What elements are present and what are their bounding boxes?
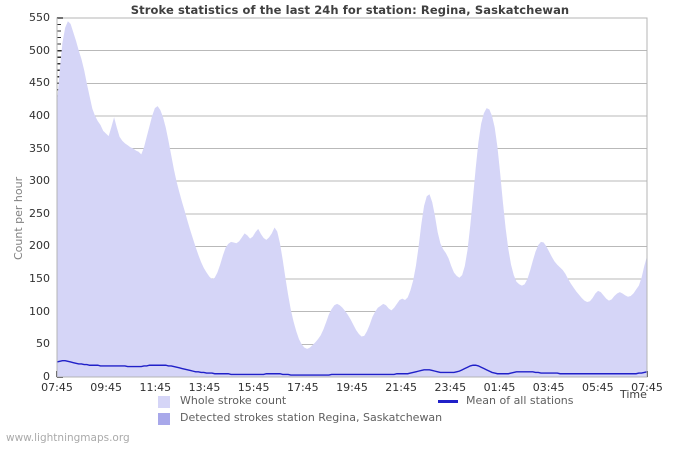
chart-title: Stroke statistics of the last 24h for st… <box>130 3 570 17</box>
y-tick-label: 50 <box>36 337 50 351</box>
x-tick-label: 19:45 <box>336 381 368 394</box>
legend-label: Detected strokes station Regina, Saskatc… <box>180 411 443 424</box>
y-tick-label: 100 <box>29 304 50 318</box>
x-tick-label: 07:45 <box>41 381 73 394</box>
x-tick-label: 15:45 <box>237 381 270 394</box>
x-tick-label: 17:45 <box>286 381 319 394</box>
x-tick-label: 03:45 <box>532 381 565 394</box>
y-tick-label: 300 <box>29 174 50 188</box>
y-tick-label: 400 <box>29 108 50 122</box>
x-tick-label: 13:45 <box>188 381 221 394</box>
x-tick-label: 11:45 <box>139 381 172 394</box>
legend-label: Mean of all stations <box>466 394 574 407</box>
y-tick-label: 550 <box>29 11 50 24</box>
area-series <box>57 21 647 377</box>
legend-swatch <box>158 413 170 425</box>
legend-swatch <box>158 396 170 408</box>
y-tick-label: 350 <box>29 141 50 155</box>
x-tick-label: 23:45 <box>434 381 467 394</box>
legend-label: Whole stroke count <box>180 394 287 407</box>
x-tick-label: 21:45 <box>385 381 417 394</box>
line-series <box>56 359 648 376</box>
data-series <box>56 21 648 377</box>
x-tick-label: 05:45 <box>581 381 614 394</box>
x-axis-title: Time <box>620 388 647 401</box>
x-tick-label: 07:45 <box>631 381 663 394</box>
legend-line-marker <box>438 400 458 403</box>
y-tick-label: 450 <box>29 76 50 90</box>
x-tick-label: 01:45 <box>483 381 516 394</box>
watermark: www.lightningmaps.org <box>6 432 130 444</box>
y-tick-label: 0 <box>43 370 50 383</box>
y-tick-label: 200 <box>29 239 50 253</box>
plot-frame <box>56 17 648 378</box>
y-tick-label: 250 <box>29 206 50 220</box>
y-tick-label: 500 <box>29 43 50 57</box>
x-tick-label: 09:45 <box>90 381 122 394</box>
y-tick-label: 150 <box>29 272 50 286</box>
